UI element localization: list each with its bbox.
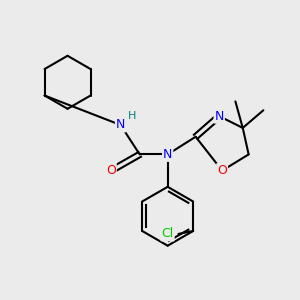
Text: N: N <box>163 148 172 161</box>
Text: N: N <box>214 110 224 123</box>
Text: H: H <box>128 111 136 121</box>
Text: O: O <box>106 164 116 176</box>
Text: N: N <box>116 118 125 131</box>
Text: O: O <box>217 164 227 177</box>
Text: Cl: Cl <box>161 227 174 240</box>
